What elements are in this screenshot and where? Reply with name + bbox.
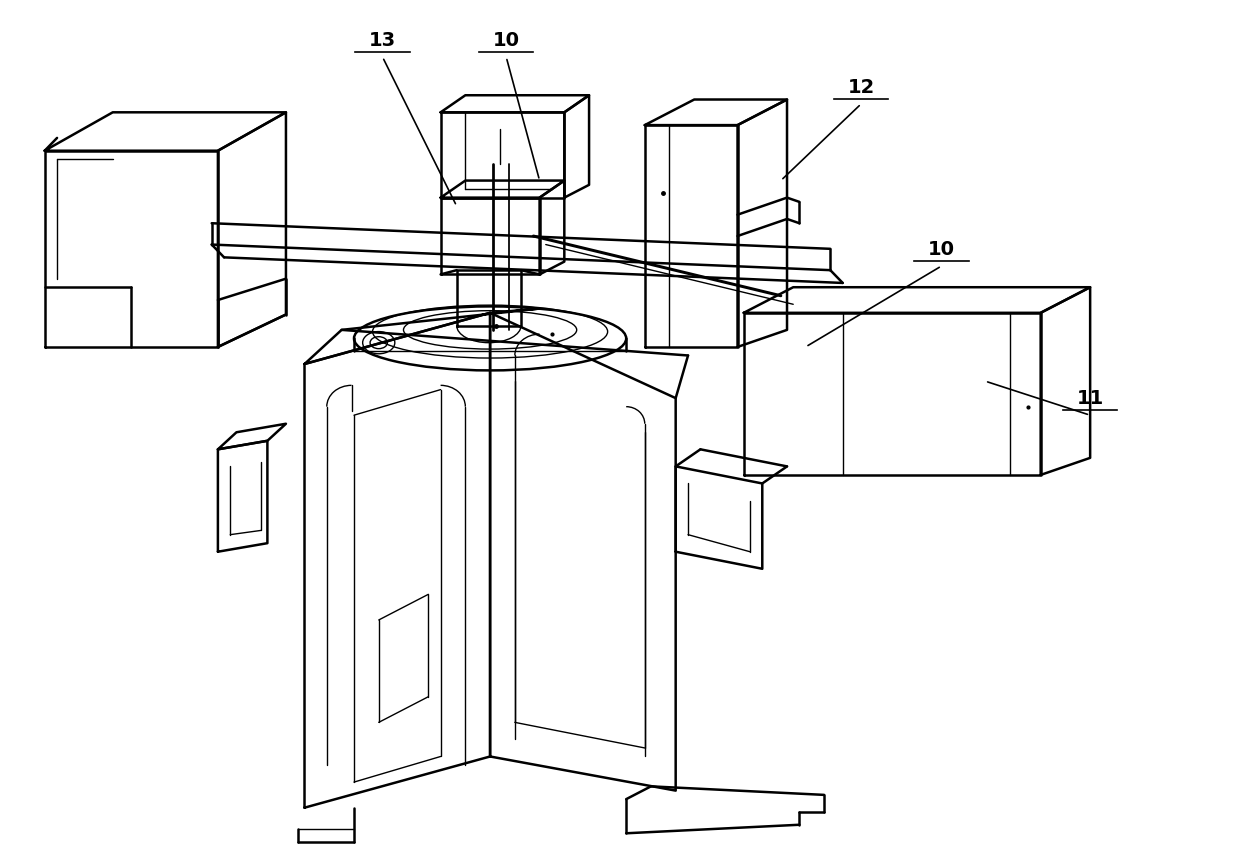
Text: 13: 13 <box>368 31 396 50</box>
Text: 12: 12 <box>848 78 875 97</box>
Text: 11: 11 <box>1076 389 1104 408</box>
Text: 10: 10 <box>492 31 520 50</box>
Text: 10: 10 <box>929 240 955 259</box>
